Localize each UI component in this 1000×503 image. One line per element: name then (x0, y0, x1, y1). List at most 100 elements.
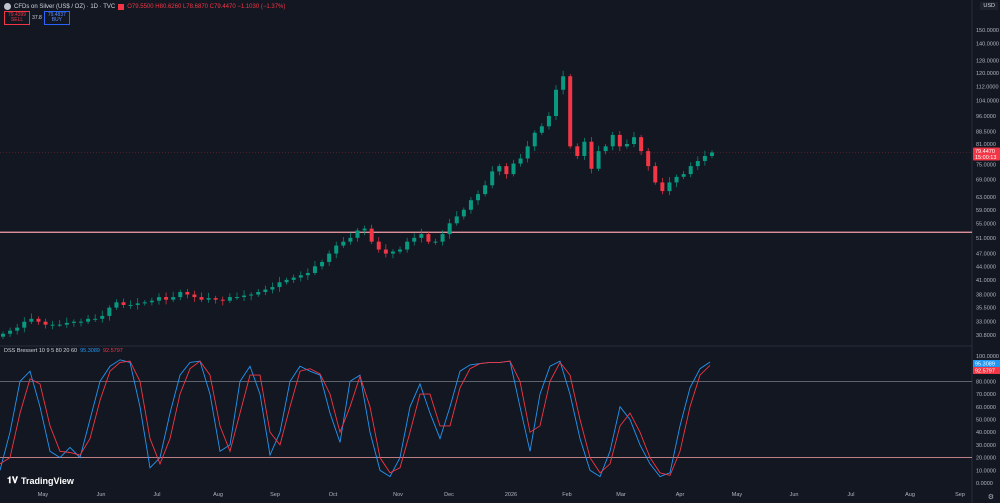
candle-body (171, 297, 176, 300)
candle-body (348, 237, 353, 242)
candle-body (688, 166, 693, 175)
time-tick-label: Aug (213, 492, 223, 498)
candle-body (341, 241, 346, 246)
candle-body (561, 76, 566, 90)
candle-body (100, 315, 105, 319)
candle-body (71, 321, 76, 323)
candle-body (249, 294, 254, 296)
oscillator-tick-label: 60.0000 (976, 405, 996, 411)
candle-body (504, 166, 509, 175)
candle-body (589, 141, 594, 169)
oscillator-value-label: 92.5797 (975, 369, 995, 375)
price-tick-label: 150.0000 (976, 28, 999, 34)
candle-body (57, 324, 62, 326)
tv-logo-icon: 𝟏𝐕 (7, 475, 18, 485)
candle-body (483, 185, 488, 195)
candle-body (114, 302, 119, 308)
time-tick-label: Jul (153, 492, 160, 498)
candle-body (419, 234, 424, 238)
candle-body (263, 289, 268, 293)
candle-body (242, 295, 247, 298)
candle-body (107, 307, 112, 316)
price-tick-label: 96.0000 (976, 114, 996, 120)
candle-body (142, 302, 147, 304)
price-tick-label: 88.5000 (976, 130, 996, 136)
candle-body (624, 144, 629, 147)
price-tick-label: 44.0000 (976, 264, 996, 270)
indicator-name[interactable]: DSS Bressert 10 9 5 80 20 60 (4, 348, 78, 354)
time-tick-label: Jul (847, 492, 854, 498)
sell-price: 79.4399 (8, 12, 27, 18)
candle-body (128, 304, 133, 306)
candle-body (199, 297, 204, 300)
candle-body (433, 241, 438, 243)
candle-body (178, 292, 183, 298)
price-tick-label: 69.0000 (976, 178, 996, 184)
candle-body (568, 76, 573, 147)
time-tick-label: Jun (97, 492, 106, 498)
candle-body (405, 241, 410, 250)
candle-body (291, 277, 296, 280)
oscillator-value-badge (973, 367, 1000, 374)
candle-body (15, 327, 20, 331)
candle-body (206, 298, 211, 300)
candle-body (135, 303, 140, 305)
candle-body (695, 160, 700, 167)
candle-body (149, 300, 154, 303)
time-tick-label: May (732, 492, 743, 498)
time-tick-label: May (38, 492, 49, 498)
buy-price: 79.4837 (47, 12, 66, 18)
candle-body (320, 261, 325, 267)
candle-body (674, 176, 679, 183)
candle-body (185, 292, 190, 295)
candle-body (710, 152, 714, 156)
price-tick-label: 112.0000 (976, 84, 999, 90)
candle-body (532, 132, 537, 147)
candle-body (454, 216, 459, 224)
candle-body (646, 151, 651, 167)
candle-body (50, 324, 55, 326)
candle-body (468, 200, 473, 210)
silver-symbol-icon (4, 3, 11, 10)
candle-body (121, 302, 126, 305)
candle-body (681, 174, 686, 177)
symbol-header: CFDs on Silver (US$ / OZ) · 1D · TVC O79… (4, 3, 285, 10)
candle-body (702, 155, 707, 161)
tradingview-logo[interactable]: 𝟏𝐕 TradingView (7, 475, 74, 486)
time-tick-label: Oct (329, 492, 338, 498)
candle-body (213, 298, 218, 300)
candle-body (660, 182, 665, 192)
buy-button[interactable]: 79.4837 BUY (43, 11, 70, 25)
indicator-legend: DSS Bressert 10 9 5 80 20 60 95.3089 92.… (4, 348, 123, 354)
oscillator-tick-label: 20.0000 (976, 456, 996, 462)
indicator-value-2: 92.5797 (102, 348, 123, 354)
candle-body (220, 299, 225, 301)
candle-body (497, 166, 502, 172)
candle-body (610, 134, 615, 147)
time-tick-label: Jun (790, 492, 799, 498)
sell-button[interactable]: 79.4399 SELL (4, 11, 31, 25)
candle-body (164, 297, 169, 300)
candle-body (440, 234, 445, 242)
time-tick-label: Aug (905, 492, 915, 498)
candle-body (192, 294, 197, 298)
candle-body (227, 297, 232, 301)
candle-body (539, 126, 544, 133)
settings-gear-icon[interactable]: ⚙ (987, 494, 994, 501)
symbol-title[interactable]: CFDs on Silver (US$ / OZ) · 1D · TVC (14, 3, 116, 10)
price-tick-label: 128.0000 (976, 59, 999, 65)
candle-body (376, 241, 381, 250)
candle-body (575, 146, 580, 156)
candle-body (334, 245, 339, 254)
oscillator-tick-label: 50.0000 (976, 418, 996, 424)
candle-body (582, 141, 587, 156)
oscillator-tick-label: 100.0000 (976, 354, 999, 360)
last-price-badge (973, 147, 1000, 161)
candle-body (305, 272, 310, 276)
time-tick-label: Dec (444, 492, 454, 498)
candle-body (36, 318, 41, 322)
currency-selector[interactable]: USD (980, 2, 998, 10)
time-tick-label: 2026 (505, 492, 517, 498)
candle-body (362, 228, 367, 231)
